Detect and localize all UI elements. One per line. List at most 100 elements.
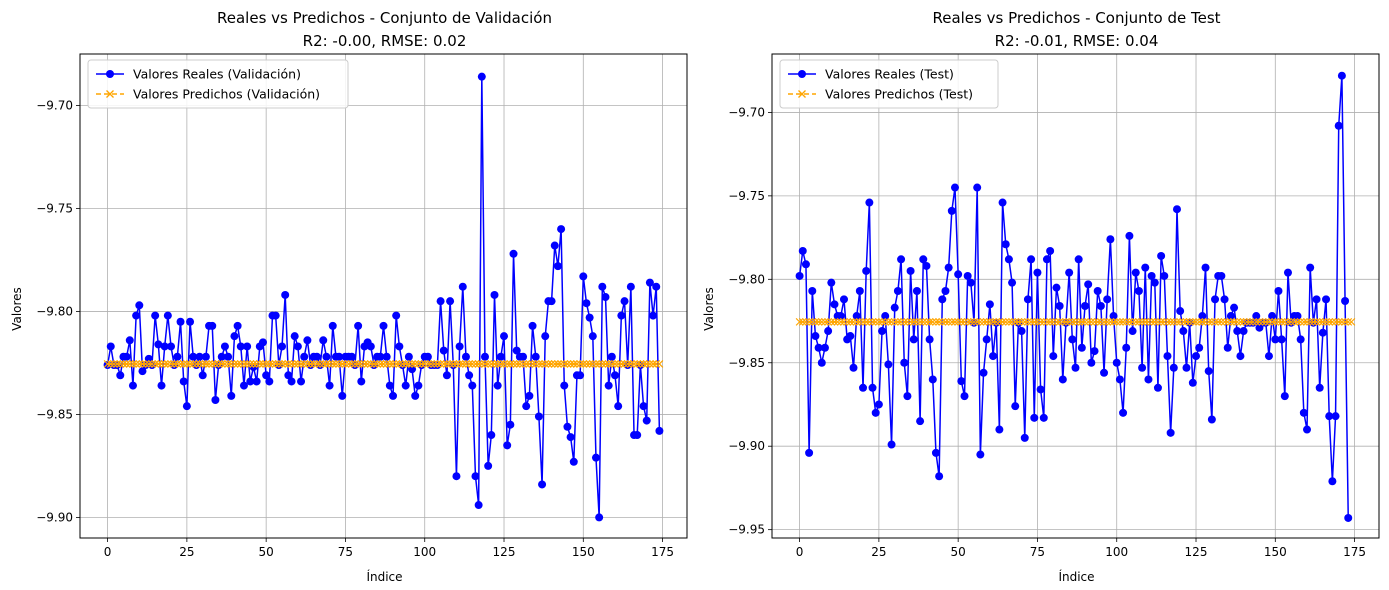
data-point bbox=[461, 352, 470, 361]
data-point bbox=[855, 286, 864, 295]
data-point bbox=[293, 342, 302, 351]
data-point bbox=[500, 332, 509, 341]
data-point bbox=[1296, 335, 1305, 344]
data-point bbox=[271, 311, 280, 320]
data-point bbox=[611, 360, 619, 368]
data-point bbox=[1027, 317, 1036, 326]
data-point bbox=[1141, 317, 1150, 326]
data-point bbox=[1325, 317, 1334, 326]
data-point bbox=[611, 371, 620, 380]
data-point bbox=[382, 360, 391, 368]
data-point bbox=[985, 300, 994, 309]
data-point bbox=[144, 360, 153, 368]
data-point bbox=[1042, 255, 1051, 264]
data-point bbox=[481, 360, 489, 368]
y-tick-label: −9.90 bbox=[728, 439, 765, 453]
data-point bbox=[795, 271, 804, 280]
data-point bbox=[360, 360, 369, 368]
data-point bbox=[528, 321, 537, 330]
data-point bbox=[1261, 317, 1270, 326]
data-point bbox=[1309, 317, 1318, 326]
data-point bbox=[458, 360, 467, 368]
data-point bbox=[243, 360, 252, 368]
legend-marker-real bbox=[106, 70, 114, 78]
data-point bbox=[836, 317, 845, 326]
data-point bbox=[201, 352, 210, 361]
data-point bbox=[471, 472, 480, 481]
data-point bbox=[862, 266, 871, 275]
data-point bbox=[1090, 317, 1099, 326]
data-point bbox=[950, 183, 959, 192]
data-point bbox=[151, 311, 160, 320]
data-point bbox=[379, 321, 388, 330]
data-point bbox=[1328, 317, 1337, 326]
legend-label-pred: Valores Predichos (Test) bbox=[825, 87, 973, 102]
data-point bbox=[868, 317, 877, 326]
data-point bbox=[1255, 317, 1264, 326]
data-point bbox=[338, 360, 347, 368]
data-point bbox=[214, 360, 223, 368]
data-point bbox=[1207, 317, 1216, 326]
data-point bbox=[655, 426, 664, 435]
data-point bbox=[614, 360, 623, 368]
chart-subtitle: R2: -0.01, RMSE: 0.04 bbox=[995, 32, 1159, 50]
data-point bbox=[303, 336, 312, 345]
y-tick-label: −9.75 bbox=[36, 201, 73, 215]
data-point bbox=[995, 425, 1004, 434]
data-point bbox=[1341, 317, 1349, 326]
data-point bbox=[1239, 327, 1248, 336]
data-point bbox=[1024, 317, 1032, 326]
data-point bbox=[128, 381, 137, 390]
data-point bbox=[814, 343, 823, 352]
data-point bbox=[325, 381, 334, 390]
data-point bbox=[846, 332, 855, 341]
data-point bbox=[1046, 317, 1055, 326]
data-point bbox=[1182, 363, 1191, 372]
series-line bbox=[106, 75, 661, 519]
data-point bbox=[1233, 327, 1242, 336]
data-point bbox=[189, 352, 198, 361]
data-point bbox=[1331, 317, 1340, 326]
data-point bbox=[563, 360, 572, 368]
data-point bbox=[607, 360, 616, 368]
data-point bbox=[982, 335, 991, 344]
data-point bbox=[160, 360, 169, 368]
data-point bbox=[496, 352, 505, 361]
data-point bbox=[236, 360, 245, 368]
data-point bbox=[531, 360, 540, 368]
data-point bbox=[1176, 307, 1185, 316]
data-point bbox=[1071, 363, 1080, 372]
data-point bbox=[1217, 271, 1226, 280]
data-point bbox=[113, 360, 122, 368]
data-point bbox=[576, 360, 585, 368]
data-point bbox=[541, 360, 550, 368]
y-tick-label: −9.70 bbox=[36, 98, 73, 112]
data-point bbox=[1011, 402, 1020, 411]
data-point bbox=[1236, 352, 1245, 361]
data-point bbox=[566, 360, 575, 368]
data-point bbox=[995, 317, 1004, 326]
data-point bbox=[884, 317, 893, 326]
legend-label-pred: Valores Predichos (Validación) bbox=[133, 87, 320, 102]
data-point bbox=[1303, 317, 1311, 326]
data-point bbox=[1287, 317, 1296, 326]
data-point bbox=[135, 360, 144, 368]
data-point bbox=[449, 360, 458, 368]
data-point bbox=[935, 317, 944, 326]
data-point bbox=[1271, 335, 1280, 344]
data-point bbox=[290, 360, 299, 368]
data-point bbox=[569, 457, 578, 466]
data-point bbox=[633, 360, 642, 368]
data-point bbox=[1274, 317, 1283, 326]
data-point bbox=[954, 270, 963, 279]
data-point bbox=[366, 342, 375, 351]
data-point bbox=[1058, 317, 1067, 326]
data-point bbox=[604, 360, 613, 368]
data-point bbox=[1185, 317, 1194, 326]
data-point bbox=[821, 317, 829, 326]
data-point bbox=[110, 360, 118, 368]
x-tick-label: 25 bbox=[179, 545, 194, 559]
plot-area: 0 25 50 75 100 125 150 175 −9.95 −9.90 −9.85 −9.80 −… bbox=[728, 53, 1380, 559]
data-point bbox=[1103, 317, 1112, 326]
data-point bbox=[1226, 312, 1235, 321]
